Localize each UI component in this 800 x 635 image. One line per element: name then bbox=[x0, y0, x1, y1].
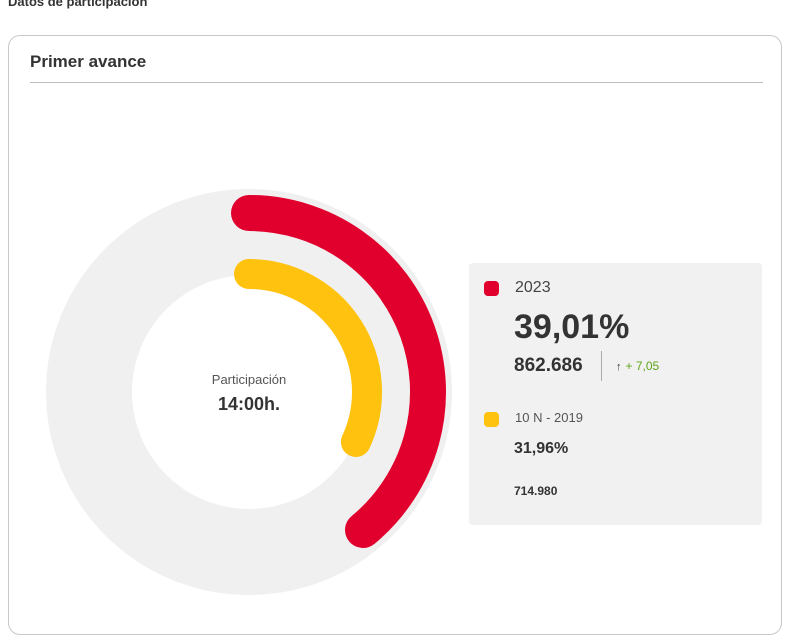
legend-votes-2023: 862.686 bbox=[514, 355, 583, 376]
arc-2023 bbox=[231, 195, 446, 548]
center-time: 14:00h. bbox=[217, 394, 281, 414]
chart-track bbox=[46, 189, 452, 595]
legend-change-value: + 7,05 bbox=[625, 359, 660, 373]
card-divider bbox=[30, 82, 763, 83]
legend-percent-2019: 31,96% bbox=[514, 440, 569, 457]
legend-year-2023: 2023 bbox=[515, 279, 551, 296]
legend-votes-2019: 714.980 bbox=[514, 484, 558, 498]
section-title: Datos de participación bbox=[8, 0, 148, 9]
legend-year-2019: 10 N - 2019 bbox=[515, 410, 583, 425]
legend-panel: 2023 39,01% 862.686 ↑ + 7,05 10 N - 2019 … bbox=[469, 263, 762, 525]
card-title: Primer avance bbox=[30, 52, 147, 71]
arc-2019 bbox=[234, 259, 382, 457]
legend-separator bbox=[601, 351, 602, 381]
legend-swatch-2019 bbox=[484, 412, 499, 427]
legend-change: ↑ + 7,05 bbox=[616, 359, 659, 373]
up-arrow-icon: ↑ bbox=[616, 361, 622, 373]
participation-radial-chart bbox=[46, 189, 452, 595]
legend-swatch-2023 bbox=[484, 281, 499, 296]
center-label: Participación bbox=[211, 372, 287, 387]
legend-percent-2023: 39,01% bbox=[514, 308, 630, 346]
